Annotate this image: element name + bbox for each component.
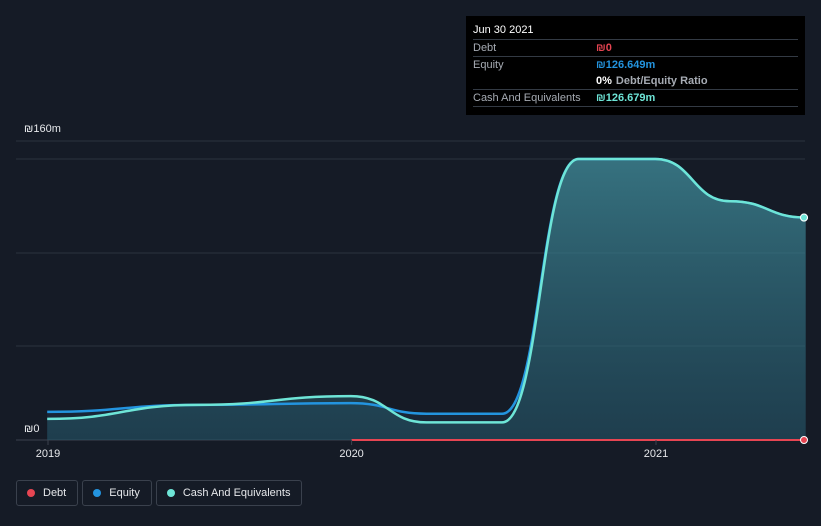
tooltip-row-equity: Equity ₪126.649m [473,56,798,73]
x-tick-label: 2019 [36,448,60,460]
y-axis-bottom-label: ₪0 [24,423,39,435]
tooltip-ratio-value: 0% [596,75,612,87]
tooltip-row-ratio: 0% Debt/Equity Ratio [473,73,798,89]
debt-end-point [800,436,808,444]
x-tick-label: 2021 [644,448,668,460]
cash-dot-icon [166,489,175,497]
y-axis-top-label: ₪160m [24,123,61,135]
tooltip-cash-label: Cash And Equivalents [473,92,581,104]
tooltip-debt-value: ₪0 [596,42,612,54]
cash-and-equivalents-line [47,157,806,424]
series-lines [47,157,806,441]
legend-item-equity[interactable]: Equity [82,480,152,506]
equity-dot-icon [93,489,102,497]
legend-label-debt: Debt [43,487,67,499]
legend-label-equity: Equity [109,487,140,499]
legend-item-cash[interactable]: Cash And Equivalents [155,480,303,506]
tooltip-equity-label: Equity [473,59,504,71]
tooltip-equity-value: ₪126.649m [596,59,656,71]
legend-item-debt[interactable]: Debt [16,480,79,506]
cash-and-equivalents-end-point [800,213,808,222]
tooltip-date: Jun 30 2021 [473,24,534,36]
x-tick-label: 2020 [339,448,363,460]
tooltip-debt-label: Debt [473,42,497,54]
x-axis-ticks: 2019 2020 2021 [36,440,668,460]
series-areas [47,159,806,440]
cash-area [47,159,806,440]
tooltip-row-cash: Cash And Equivalents ₪126.679m [473,89,798,107]
debt-dot-icon [27,489,35,497]
tooltip-row-debt: Debt ₪0 [473,39,798,56]
tooltip-cash-value: ₪126.679m [596,92,656,104]
chart-legend: Debt Equity Cash And Equivalents [16,480,303,506]
tooltip-ratio-label: Debt/Equity Ratio [615,75,708,87]
data-tooltip: Jun 30 2021 Debt ₪0 Equity ₪126.649m 0% … [466,16,805,115]
series-end-markers [800,213,808,444]
legend-label-cash: Cash And Equivalents [182,487,291,499]
